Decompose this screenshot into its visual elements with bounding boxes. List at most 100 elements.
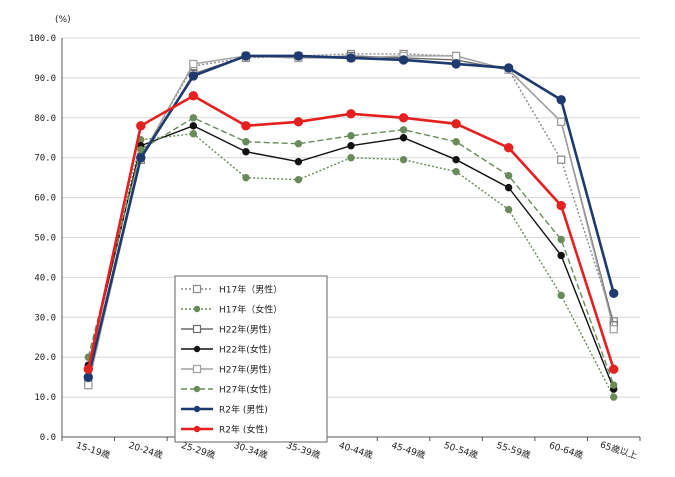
data-point — [557, 155, 566, 164]
legend-item: H17年（女性） — [181, 304, 282, 316]
legend-item: H27年(男性) — [181, 364, 271, 376]
series-4 — [84, 122, 618, 393]
legend-box — [174, 275, 328, 443]
x-tick-label: 60-64歳 — [548, 439, 585, 461]
data-point — [189, 59, 198, 69]
legend-item: R2年 (男性) — [181, 404, 268, 416]
x-tick-label: 65歳以上 — [599, 438, 639, 461]
legend-item: H22年(女性) — [181, 344, 271, 356]
y-axis-unit-label: (%) — [55, 15, 71, 25]
legend-marker — [193, 385, 201, 393]
data-point — [294, 175, 303, 184]
series-group — [83, 49, 619, 401]
data-point — [346, 53, 356, 63]
data-point — [609, 325, 618, 334]
series-5 — [84, 51, 618, 390]
data-point — [189, 114, 198, 122]
x-tick-labels: 15-19歳 20-24歳 25-29歳 30-34歳 35-39歳 40-44歳 45-4… — [75, 438, 639, 461]
data-point — [451, 119, 461, 129]
y-tick-label: 80.0 — [34, 114, 56, 124]
series-7 — [83, 51, 619, 382]
legend-label: R2年 (男性) — [219, 404, 268, 416]
data-point — [610, 393, 618, 401]
y-tick-label: 90.0 — [34, 74, 56, 84]
axes — [61, 38, 641, 441]
x-tick-label: 50-54歳 — [442, 439, 479, 461]
x-tick-label: 45-49歳 — [390, 439, 427, 461]
legend-label: H17年（女性） — [219, 304, 282, 316]
data-point — [556, 200, 566, 211]
series-line — [87, 54, 615, 378]
legend-marker — [192, 364, 202, 374]
y-tick-label: 30.0 — [34, 313, 56, 323]
data-point — [241, 121, 251, 131]
data-point — [452, 138, 460, 146]
data-point — [452, 167, 460, 176]
legend-marker — [192, 284, 202, 294]
data-point — [188, 91, 199, 101]
series-3 — [84, 51, 618, 388]
data-point — [346, 109, 356, 119]
series-line — [87, 55, 615, 384]
x-tick-label: 15-19歳 — [75, 439, 112, 461]
data-point — [557, 291, 565, 300]
data-point — [189, 130, 198, 138]
y-tick-label: 10.0 — [34, 393, 56, 403]
legend-item: R2年 (女性) — [181, 424, 268, 436]
data-point — [503, 63, 514, 73]
legend-marker — [193, 425, 201, 433]
data-point — [451, 51, 461, 61]
data-point — [294, 157, 303, 166]
data-point — [399, 126, 408, 134]
legend-label: H17年（男性） — [219, 284, 282, 296]
data-point — [609, 288, 619, 299]
series-2 — [84, 130, 618, 401]
legend-label: H27年(女性) — [219, 384, 271, 396]
data-point — [399, 155, 408, 164]
series-line — [87, 117, 615, 386]
legend-label: H22年(男性) — [219, 324, 271, 336]
legend-item: H17年（男性） — [181, 284, 282, 296]
data-point — [452, 155, 460, 164]
legend-marker — [192, 324, 202, 334]
data-point — [84, 381, 93, 390]
legend-marker — [193, 345, 201, 353]
data-point — [189, 122, 198, 130]
data-point — [557, 117, 566, 126]
data-point — [294, 140, 303, 148]
legend-item: H22年(男性) — [181, 324, 271, 336]
data-point — [557, 251, 565, 260]
data-point — [398, 113, 409, 123]
data-point — [347, 154, 355, 162]
series-8 — [83, 91, 619, 374]
data-point — [136, 153, 146, 163]
data-point — [451, 59, 461, 69]
data-point — [399, 134, 408, 142]
data-point — [503, 143, 514, 153]
data-point — [610, 381, 618, 389]
data-point — [504, 171, 513, 180]
data-point — [504, 183, 513, 192]
data-point — [83, 364, 93, 374]
gridlines — [62, 37, 640, 438]
y-tick-label: 20.0 — [34, 353, 56, 363]
x-tick-label: 40-44歳 — [337, 439, 374, 461]
y-tick-label: 40.0 — [34, 273, 56, 283]
y-tick-label: 60.0 — [34, 194, 56, 204]
legend-marker — [193, 305, 201, 313]
legend-label: H27年(男性) — [219, 364, 271, 376]
data-point — [242, 173, 250, 182]
legend-label: R2年 (女性) — [219, 424, 268, 436]
y-tick-label: 0.0 — [40, 433, 56, 443]
data-point — [137, 146, 145, 154]
data-point — [557, 235, 565, 244]
y-tick-label: 50.0 — [34, 234, 56, 244]
data-point — [242, 138, 250, 146]
series-1 — [84, 49, 618, 390]
data-point — [136, 121, 146, 131]
legend-label: H22年(女性) — [219, 344, 271, 356]
y-tick-label: 70.0 — [34, 154, 56, 164]
data-point — [83, 372, 93, 382]
data-point — [347, 132, 355, 140]
